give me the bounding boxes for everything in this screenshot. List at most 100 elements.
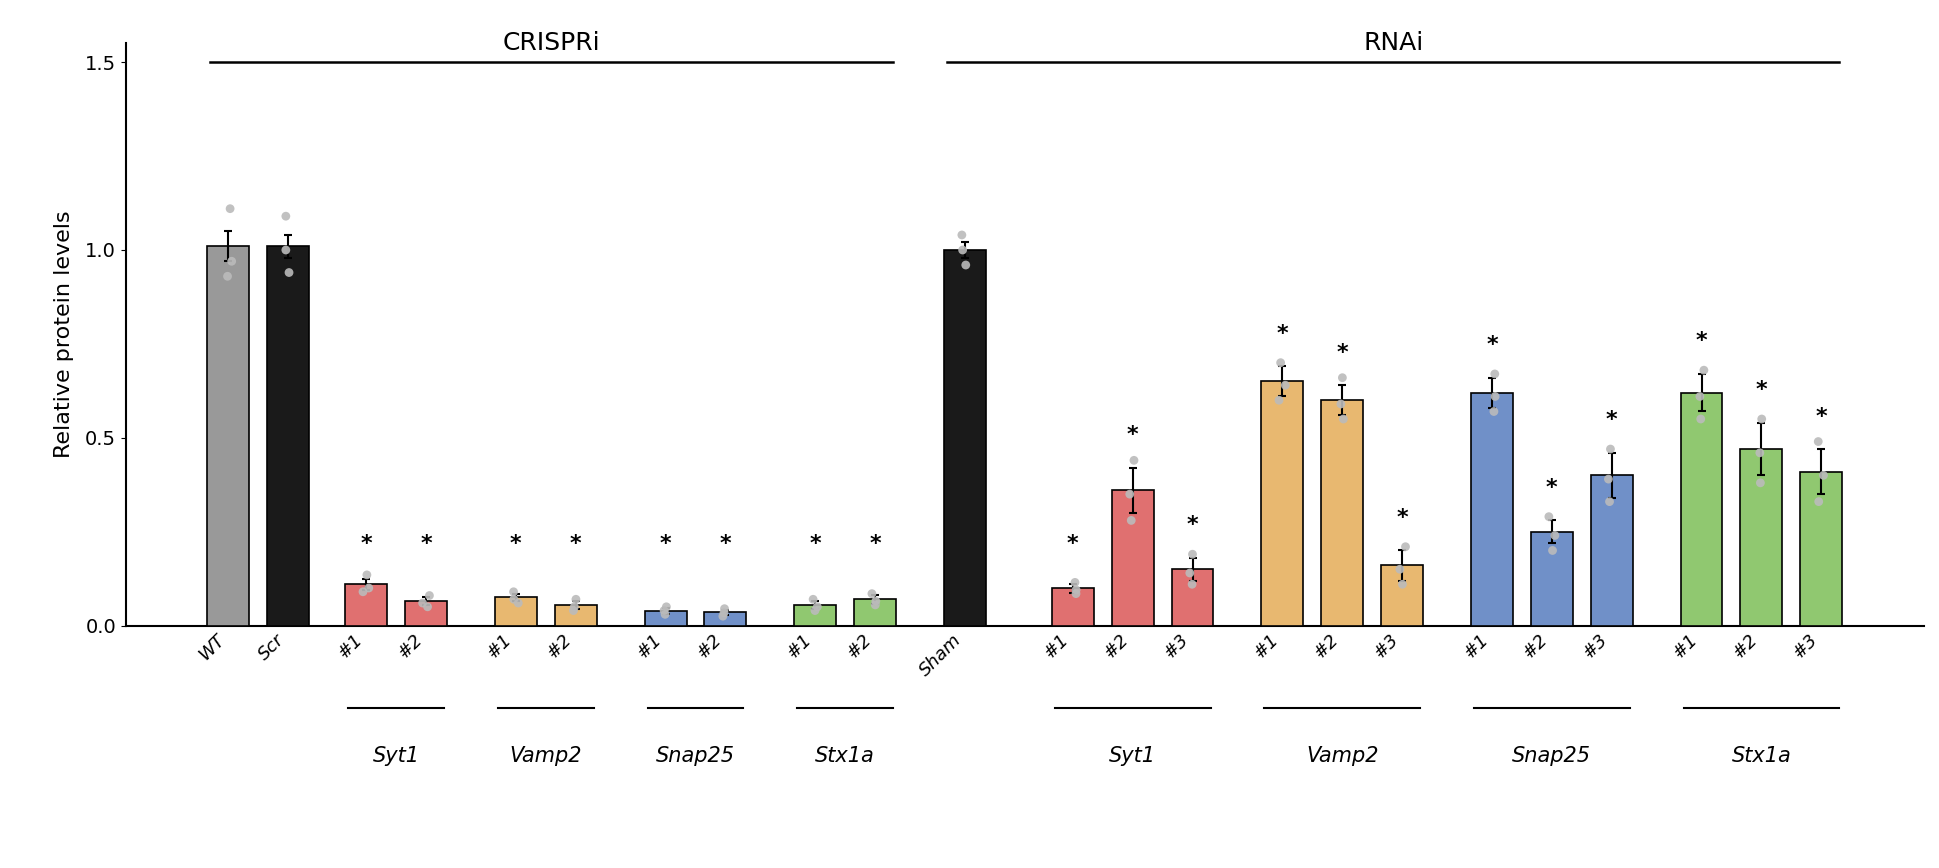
Point	[652, 600, 683, 614]
Point	[710, 602, 741, 615]
Point	[648, 603, 679, 617]
Bar	[1051, 588, 1094, 626]
Bar	[268, 247, 310, 626]
Point	[1534, 510, 1565, 523]
Point	[1264, 356, 1295, 370]
Point	[857, 587, 888, 601]
Text: *: *	[1545, 478, 1557, 498]
Bar	[855, 599, 896, 626]
Point	[1384, 562, 1415, 576]
Text: Stx1a: Stx1a	[814, 746, 874, 766]
Point	[799, 603, 830, 617]
Text: CRISPRi: CRISPRi	[502, 30, 601, 55]
Point	[353, 581, 384, 595]
Bar	[1320, 400, 1363, 626]
Point	[946, 243, 977, 257]
Text: *: *	[719, 534, 731, 554]
Bar	[207, 247, 250, 626]
Text: *: *	[809, 534, 820, 554]
Point	[347, 585, 378, 599]
Text: *: *	[1697, 332, 1708, 352]
Bar	[555, 605, 597, 626]
Bar	[1681, 392, 1722, 626]
Point	[1538, 543, 1569, 557]
Text: RNAi: RNAi	[1363, 30, 1423, 55]
Point	[558, 603, 589, 617]
Text: *: *	[421, 534, 432, 554]
Bar	[644, 610, 686, 626]
Text: *: *	[1276, 324, 1287, 344]
Point	[1803, 435, 1834, 449]
Text: *: *	[1605, 411, 1617, 431]
Bar	[345, 584, 388, 626]
Bar	[1590, 476, 1633, 626]
Point	[1685, 390, 1716, 404]
Text: Stx1a: Stx1a	[1732, 746, 1792, 766]
Point	[273, 266, 304, 279]
Point	[1594, 472, 1625, 486]
Bar	[1381, 565, 1423, 626]
Point	[502, 596, 533, 610]
Text: Vamp2: Vamp2	[510, 746, 582, 766]
Point	[1386, 577, 1417, 591]
Text: *: *	[1396, 508, 1408, 528]
Point	[950, 258, 981, 272]
Bar	[1472, 392, 1512, 626]
Point	[558, 600, 589, 614]
Text: *: *	[570, 534, 582, 554]
Bar	[704, 613, 747, 626]
Point	[1264, 393, 1295, 407]
Text: Snap25: Snap25	[655, 746, 735, 766]
Point	[946, 228, 977, 242]
Point	[1745, 446, 1776, 460]
Point	[270, 243, 301, 257]
Text: *: *	[510, 534, 522, 554]
Point	[407, 596, 438, 610]
Point	[1390, 540, 1421, 554]
Point	[803, 600, 834, 614]
Text: *: *	[1755, 380, 1766, 400]
Y-axis label: Relative protein levels: Relative protein levels	[54, 211, 74, 458]
Point	[1807, 469, 1838, 483]
Text: *: *	[1815, 406, 1827, 426]
Point	[1326, 371, 1357, 385]
Point	[215, 201, 246, 215]
Bar	[944, 250, 985, 626]
Point	[1177, 547, 1208, 561]
Point	[413, 589, 444, 602]
Bar	[1111, 490, 1154, 626]
Text: *: *	[659, 534, 671, 554]
Text: *: *	[1066, 534, 1078, 554]
Point	[1478, 404, 1509, 418]
Point	[1326, 397, 1357, 411]
Text: Syt1: Syt1	[1109, 746, 1156, 766]
Point	[797, 592, 828, 606]
Point	[1747, 412, 1778, 426]
Point	[861, 595, 892, 608]
Point	[498, 592, 529, 606]
Point	[560, 592, 591, 606]
Point	[1328, 412, 1359, 426]
Point	[859, 598, 890, 612]
Text: *: *	[1336, 343, 1348, 363]
Text: Vamp2: Vamp2	[1307, 746, 1379, 766]
Point	[1061, 587, 1092, 601]
Point	[708, 609, 739, 623]
Point	[1061, 583, 1092, 597]
Point	[1479, 390, 1510, 404]
Point	[1596, 442, 1627, 456]
Bar	[494, 597, 537, 626]
Point	[270, 209, 301, 223]
Point	[1594, 495, 1625, 509]
Point	[1479, 367, 1510, 381]
Point	[1745, 476, 1776, 490]
Text: *: *	[361, 534, 372, 554]
Bar	[1741, 449, 1782, 626]
Bar	[405, 602, 448, 626]
Bar	[795, 605, 836, 626]
Point	[411, 600, 442, 614]
Point	[498, 585, 529, 599]
Text: Snap25: Snap25	[1512, 746, 1592, 766]
Bar	[1171, 569, 1214, 626]
Point	[215, 254, 246, 268]
